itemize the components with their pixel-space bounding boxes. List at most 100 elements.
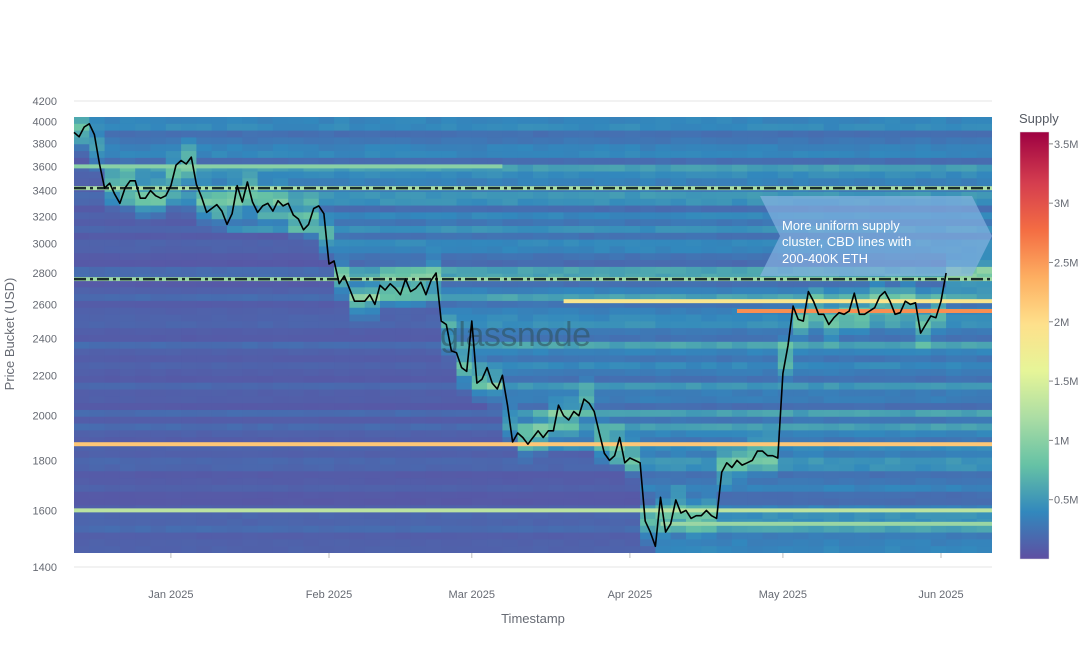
- heatmap-cell: [609, 157, 626, 166]
- heatmap-cell: [823, 348, 840, 356]
- heatmap-cell: [456, 151, 473, 159]
- heatmap-cell: [211, 518, 228, 527]
- heatmap-cell: [915, 335, 932, 343]
- heatmap-cell: [425, 444, 442, 452]
- heatmap-cell: [716, 219, 733, 227]
- heatmap-cell: [135, 191, 151, 200]
- heatmap-cell: [196, 287, 213, 295]
- heatmap-cell: [364, 144, 381, 152]
- heatmap-cell: [961, 403, 978, 411]
- heatmap-cell: [272, 423, 289, 431]
- heatmap-cell: [670, 450, 687, 459]
- heatmap-cell: [272, 355, 289, 363]
- heatmap-cell: [303, 287, 320, 295]
- heatmap-cell: [517, 205, 534, 213]
- heatmap-cell: [272, 464, 289, 472]
- heatmap-cell: [89, 403, 106, 411]
- heatmap-cell: [441, 246, 457, 254]
- heatmap-cell: [563, 151, 580, 159]
- heatmap-cell: [349, 212, 366, 220]
- heatmap-cell: [425, 484, 442, 493]
- heatmap-cell: [823, 362, 840, 370]
- heatmap-cell: [716, 389, 733, 397]
- heatmap-cell: [242, 219, 259, 227]
- heatmap-cell: [74, 232, 90, 241]
- heatmap-cell: [701, 382, 718, 390]
- heatmap-cell: [318, 348, 335, 356]
- heatmap-cell: [517, 130, 534, 138]
- heatmap-cell: [181, 457, 197, 465]
- heatmap-cell: [227, 226, 243, 234]
- heatmap-cell: [731, 123, 748, 132]
- heatmap-cell: [74, 484, 90, 493]
- heatmap-cell: [609, 362, 626, 370]
- heatmap-cell: [334, 205, 350, 213]
- heatmap-cell: [533, 444, 549, 452]
- heatmap-cell: [227, 539, 243, 547]
- heatmap-cell: [640, 307, 656, 316]
- heatmap-cell: [104, 300, 121, 309]
- heatmap-cell: [227, 335, 243, 343]
- heatmap-cell: [686, 171, 702, 179]
- heatmap-cell: [823, 335, 840, 343]
- heatmap-cell: [731, 151, 748, 159]
- heatmap-cell: [441, 430, 457, 438]
- heatmap-cell: [272, 246, 289, 254]
- heatmap-cell: [609, 314, 626, 322]
- heatmap-cell: [533, 246, 549, 254]
- heatmap-cell: [670, 409, 687, 418]
- heatmap-cell: [839, 130, 855, 138]
- heatmap-cell: [517, 287, 534, 295]
- heatmap-cell: [578, 307, 595, 316]
- heatmap-cell: [89, 539, 106, 547]
- heatmap-cell: [89, 307, 106, 316]
- heatmap-cell: [364, 457, 381, 465]
- heatmap-cell: [487, 232, 503, 241]
- heatmap-cell: [150, 518, 167, 527]
- heatmap-cell: [334, 389, 350, 397]
- heatmap-cell: [716, 328, 733, 336]
- heatmap-cell: [364, 498, 381, 506]
- heatmap-cell: [74, 471, 90, 479]
- heatmap-cell: [915, 171, 932, 179]
- heatmap-cell: [716, 144, 733, 152]
- heatmap-cell: [701, 191, 718, 200]
- heatmap-cell: [471, 280, 488, 288]
- heatmap-cell: [961, 532, 978, 540]
- heatmap-cell: [533, 403, 549, 411]
- heatmap-cell: [976, 546, 992, 553]
- heatmap-cell: [823, 151, 840, 159]
- heatmap-cell: [976, 205, 992, 213]
- heatmap-cell: [716, 117, 733, 125]
- heatmap-cell: [930, 157, 947, 166]
- heatmap-cell: [915, 137, 932, 145]
- heatmap-cell: [594, 171, 610, 179]
- heatmap-cell: [227, 382, 243, 390]
- heatmap-cell: [563, 171, 580, 179]
- heatmap-cell: [930, 423, 947, 431]
- heatmap-cell: [563, 430, 580, 438]
- heatmap-cell: [793, 478, 809, 486]
- heatmap-cell: [793, 137, 809, 145]
- heatmap-cell: [196, 178, 213, 186]
- heatmap-cell: [624, 151, 641, 159]
- heatmap-cell: [349, 157, 366, 166]
- y-tick-label: 2000: [33, 411, 57, 423]
- heatmap-cell: [334, 546, 350, 553]
- heatmap-cell: [334, 226, 350, 234]
- heatmap-cell: [747, 471, 763, 479]
- heatmap-cell: [349, 444, 366, 452]
- heatmap-cell: [686, 246, 702, 254]
- heatmap-cell: [104, 430, 121, 438]
- heatmap-cell: [471, 484, 488, 493]
- heatmap-cell: [456, 369, 473, 377]
- heatmap-cell: [930, 430, 947, 438]
- heatmap-cell: [211, 532, 228, 540]
- heatmap-cell: [808, 498, 825, 506]
- heatmap-cell: [74, 198, 90, 207]
- heatmap-cell: [670, 539, 687, 547]
- heatmap-cell: [104, 307, 121, 316]
- heatmap-cell: [349, 375, 366, 384]
- heatmap-cell: [74, 348, 90, 356]
- heatmap-cell: [869, 321, 886, 329]
